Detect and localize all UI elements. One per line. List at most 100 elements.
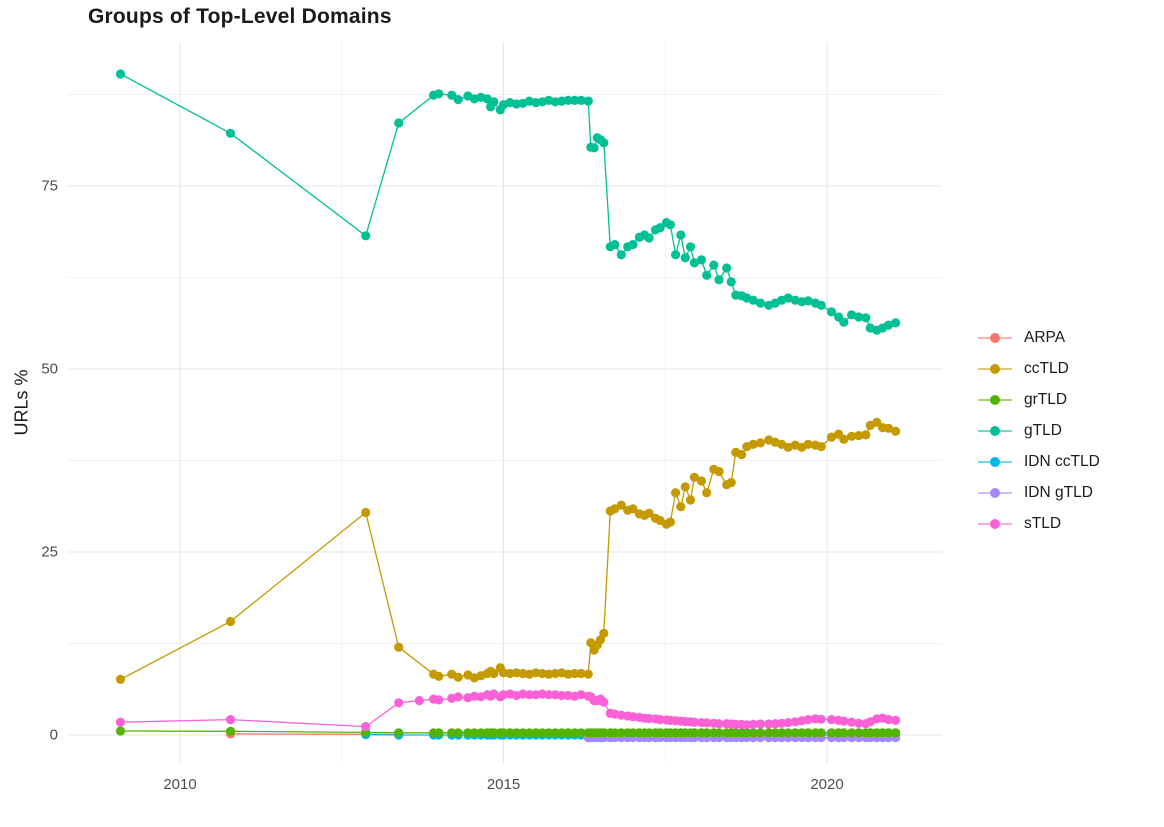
data-point (702, 728, 712, 738)
data-point (434, 728, 444, 738)
data-point (115, 69, 126, 79)
data-point (225, 715, 236, 725)
data-point (518, 728, 528, 738)
data-point (777, 728, 787, 738)
data-point (463, 728, 473, 738)
data-point (680, 482, 690, 492)
data-point (361, 231, 371, 241)
data-point (570, 668, 580, 679)
data-point (748, 728, 758, 738)
data-point (225, 128, 236, 138)
chart-title: Groups of Top-Level Domains (88, 5, 392, 28)
data-point (671, 250, 681, 260)
data-point (826, 432, 837, 442)
data-point (489, 668, 499, 679)
data-point (570, 728, 580, 738)
data-point (714, 719, 724, 729)
data-point (816, 442, 826, 452)
data-point (616, 728, 626, 738)
data-point (453, 95, 463, 105)
data-point (544, 728, 554, 738)
data-point (847, 310, 857, 320)
data-point (861, 430, 871, 440)
series-gtld (115, 69, 901, 335)
data-point (557, 728, 567, 738)
legend: ARPA ccTLD grTLD gTLD IDN ccTLD IDN gTLD… (978, 322, 1100, 539)
data-point (570, 95, 580, 105)
legend-key-icon (978, 330, 1012, 346)
data-point (115, 674, 126, 685)
data-point (489, 728, 499, 738)
data-point (696, 255, 707, 265)
legend-key-dot (990, 487, 1000, 498)
data-point (826, 307, 837, 317)
legend-key-icon (978, 516, 1012, 532)
data-point (709, 260, 719, 270)
data-point (803, 728, 813, 738)
data-point (803, 296, 813, 306)
data-point (610, 240, 620, 250)
data-point (583, 96, 593, 106)
data-point (115, 726, 126, 736)
y-tick-label: 0 (49, 726, 58, 744)
data-point (891, 318, 901, 328)
data-point (755, 438, 766, 448)
legend-key-icon (978, 485, 1012, 501)
legend-item-stld: sTLD (978, 508, 1100, 539)
data-point (847, 728, 857, 738)
data-point (599, 138, 609, 148)
data-point (655, 223, 665, 233)
data-point (816, 728, 826, 738)
data-point (583, 669, 593, 679)
legend-label: gTLD (1024, 421, 1062, 439)
data-point (434, 671, 444, 682)
legend-key-dot (990, 518, 1000, 529)
data-point (861, 313, 871, 323)
data-point (589, 143, 599, 153)
data-point (644, 233, 654, 243)
data-point (524, 728, 535, 738)
legend-label: IDN gTLD (1024, 483, 1093, 501)
data-point (665, 517, 676, 527)
legend-label: sTLD (1024, 514, 1062, 532)
data-point (676, 502, 686, 512)
legend-item-idn-cctld: IDN ccTLD (978, 446, 1100, 477)
data-point (414, 696, 424, 706)
data-point (394, 698, 404, 708)
data-point (726, 277, 736, 287)
data-point (505, 728, 515, 738)
data-point (489, 97, 499, 107)
data-point (453, 672, 463, 682)
data-point (689, 258, 700, 268)
data-point (883, 715, 894, 725)
data-point (599, 697, 609, 707)
data-point (839, 317, 849, 327)
data-point (783, 718, 793, 728)
legend-item-grtld: grTLD (978, 384, 1100, 415)
data-point (722, 263, 732, 273)
data-point (816, 300, 826, 310)
data-point (714, 466, 724, 477)
data-point (755, 298, 766, 308)
legend-key-dot (990, 394, 1000, 405)
data-point (434, 89, 444, 99)
series-grtld (115, 726, 901, 738)
data-point (891, 426, 901, 436)
data-point (394, 728, 404, 738)
minor-gridlines (68, 42, 942, 763)
x-tick-label: 2020 (810, 776, 844, 793)
data-point (748, 295, 758, 305)
data-point (644, 508, 654, 518)
data-point (361, 507, 371, 518)
data-point (702, 270, 712, 280)
legend-label: ccTLD (1024, 359, 1069, 377)
data-point (610, 728, 620, 738)
data-point (770, 719, 780, 729)
legend-key-icon (978, 361, 1012, 377)
legend-key-dot (990, 425, 1000, 436)
legend-key-icon (978, 392, 1012, 408)
legend-key-dot (990, 363, 1000, 374)
y-tick-label: 75 (41, 177, 58, 195)
legend-item-arpa: ARPA (978, 322, 1100, 353)
